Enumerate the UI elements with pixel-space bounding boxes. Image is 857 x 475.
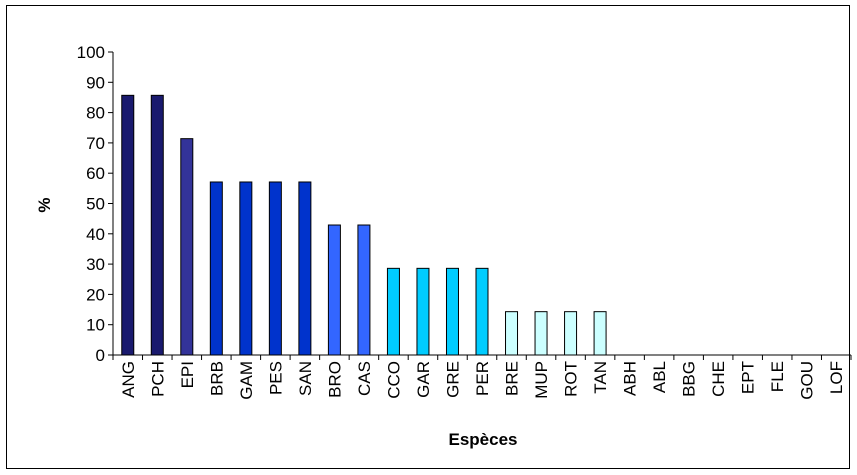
bar-bre (505, 311, 519, 356)
x-tick-label: GRE (443, 361, 462, 398)
bar-per (475, 267, 489, 356)
y-tick-label: 40 (86, 225, 105, 244)
x-tick-label: ABL (650, 361, 669, 393)
y-tick-label: 30 (86, 255, 105, 274)
bar-epi (180, 138, 194, 356)
x-tick-label: BRO (325, 361, 344, 398)
bar-rot (564, 311, 578, 356)
bar-san (298, 181, 312, 356)
x-tick-label: SAN (296, 361, 315, 396)
bar-bro (327, 224, 341, 356)
bar-gre (445, 267, 459, 356)
x-tick-label: GOU (798, 361, 817, 400)
x-tick-label: BRB (207, 361, 226, 396)
y-axis-label: % (35, 197, 54, 212)
bar-cas (357, 224, 371, 356)
x-tick-label: CHE (709, 361, 728, 397)
bar-cco (386, 267, 400, 356)
x-tick-label: ABH (621, 361, 640, 396)
x-tick-label: PER (473, 361, 492, 396)
y-tick-label: 10 (86, 316, 105, 335)
y-tick-label: 90 (86, 73, 105, 92)
labels: 0 10 20 30 40 50 60 70 80 90 100 ANG PCH EPI BRB GAM PES… (77, 43, 847, 400)
bar-tan (593, 311, 607, 356)
bar-pch (150, 94, 164, 356)
bar-pes (268, 181, 282, 356)
bar-gar (416, 267, 430, 356)
x-tick-label: ANG (119, 361, 138, 398)
x-tick-label: ROT (562, 361, 581, 397)
x-tick-label: FLE (768, 361, 787, 392)
y-tick-label: 0 (96, 346, 105, 365)
x-tick-label: LOF (827, 361, 846, 394)
x-tick-label: PES (266, 361, 285, 395)
y-tick-label: 20 (86, 285, 105, 304)
bar-gam (239, 181, 253, 356)
y-tick-label: 50 (86, 195, 105, 214)
x-tick-label: EPI (178, 361, 197, 388)
y-tick-label: 60 (86, 164, 105, 183)
x-tick-label: CCO (384, 361, 403, 399)
x-tick-label: TAN (591, 361, 610, 394)
bar-brb (209, 181, 223, 356)
y-tick-label: 100 (77, 43, 105, 62)
x-tick-label: CAS (355, 361, 374, 396)
x-tick-label: EPT (739, 361, 758, 394)
x-tick-label: GAR (414, 361, 433, 398)
bar-mup (534, 311, 548, 356)
chart-frame (6, 5, 850, 469)
x-tick-label: PCH (148, 361, 167, 397)
y-tick-label: 80 (86, 104, 105, 123)
x-tick-label: MUP (532, 361, 551, 399)
x-tick-label: BRE (503, 361, 522, 396)
x-axis-label: Espèces (449, 430, 518, 449)
bars (121, 94, 607, 356)
x-tick-label: BBG (680, 361, 699, 397)
x-tick-label: GAM (237, 361, 256, 400)
y-tick-label: 70 (86, 134, 105, 153)
bar-ang (121, 94, 135, 356)
